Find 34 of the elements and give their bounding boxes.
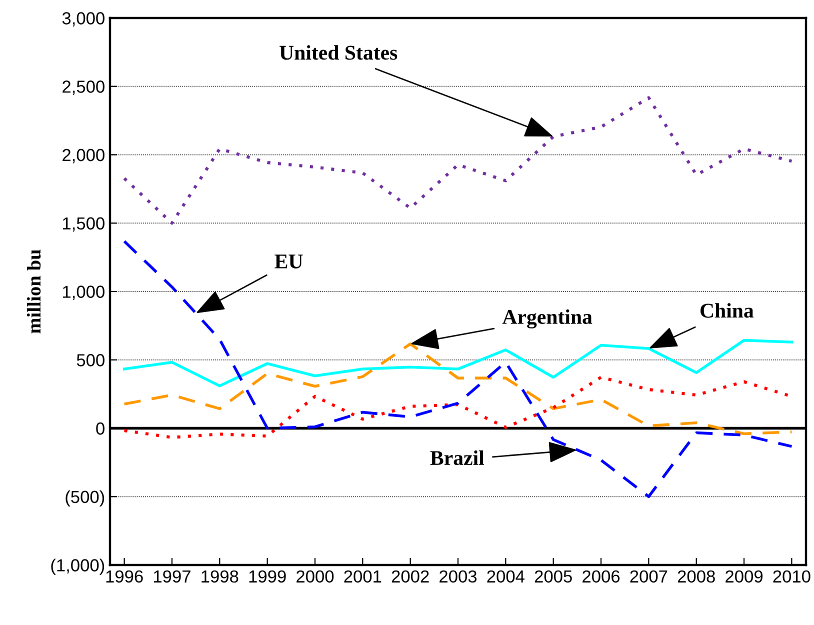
annotation: United States <box>280 45 398 60</box>
x-tick-label: 2002 <box>392 570 429 583</box>
x-tick-label: 2010 <box>773 570 810 583</box>
y-tick-label: 3,000 <box>62 12 104 27</box>
x-tick-label: 2007 <box>630 570 668 583</box>
annotation: China <box>700 303 754 318</box>
y-axis-title: million bu <box>26 250 41 334</box>
y-tick-label: 1,000 <box>63 286 104 300</box>
x-tick-label: 2009 <box>726 570 763 583</box>
x-tick-label: 1997 <box>154 570 190 583</box>
x-tick-label: 2008 <box>678 570 715 583</box>
x-tick-label: 2003 <box>440 570 477 583</box>
x-tick-label: 2000 <box>296 570 334 583</box>
y-tick-label: 1,500 <box>63 217 104 232</box>
y-tick-label: (500) <box>66 490 104 507</box>
x-tick-label: 2001 <box>344 570 382 583</box>
x-tick-label: 2005 <box>534 570 572 583</box>
annotation: Argentina <box>502 309 592 328</box>
annotation: Brazil <box>430 450 484 466</box>
line-series <box>122 96 794 225</box>
x-tick-label: 2006 <box>582 570 620 583</box>
line-series <box>122 240 794 498</box>
y-tick-label: 500 <box>76 354 104 366</box>
annotation: EU <box>274 254 303 268</box>
x-tick-label: 1999 <box>249 570 286 583</box>
y-tick-label: (1,000) <box>51 558 104 575</box>
x-tick-label: 1998 <box>202 570 238 583</box>
x-tick-label: 2004 <box>487 570 524 583</box>
line-series <box>122 338 794 388</box>
y-tick-label: 0 <box>96 422 104 435</box>
x-tick-label: 1996 <box>106 570 143 583</box>
line-series <box>122 342 794 436</box>
y-tick-label: 2,500 <box>62 80 104 95</box>
y-tick-label: 2,000 <box>62 148 104 164</box>
